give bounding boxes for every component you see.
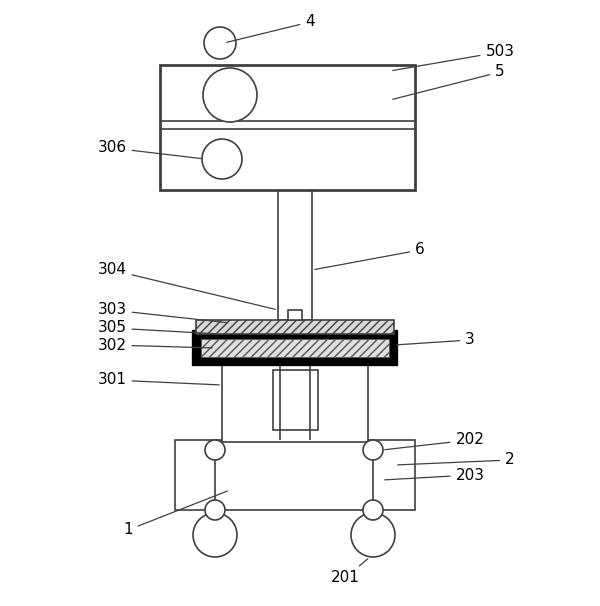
Text: 306: 306 — [97, 141, 202, 159]
Text: 4: 4 — [227, 15, 315, 42]
Circle shape — [351, 513, 395, 557]
Text: 1: 1 — [123, 491, 227, 538]
Circle shape — [363, 440, 383, 460]
Text: 304: 304 — [97, 262, 275, 309]
Text: 202: 202 — [385, 433, 484, 450]
Text: 302: 302 — [97, 338, 212, 353]
Text: 503: 503 — [393, 44, 515, 70]
Circle shape — [205, 440, 225, 460]
Bar — [175, 440, 415, 510]
Text: 2: 2 — [398, 453, 515, 467]
Bar — [196, 320, 394, 334]
Circle shape — [205, 500, 225, 520]
Bar — [222, 360, 368, 442]
Circle shape — [202, 139, 242, 179]
Text: 303: 303 — [97, 302, 227, 323]
Bar — [196, 334, 394, 362]
Text: 305: 305 — [97, 321, 217, 336]
Text: 301: 301 — [97, 373, 219, 387]
Bar — [201, 339, 389, 357]
Bar — [278, 190, 312, 320]
Bar — [288, 310, 302, 320]
Circle shape — [363, 500, 383, 520]
Text: 3: 3 — [397, 333, 475, 347]
Bar — [273, 370, 318, 430]
Bar — [160, 65, 415, 190]
Text: 203: 203 — [385, 467, 485, 482]
Text: 201: 201 — [331, 559, 368, 585]
Text: 5: 5 — [392, 64, 505, 99]
Circle shape — [203, 68, 257, 122]
Circle shape — [193, 513, 237, 557]
Text: 6: 6 — [315, 242, 425, 270]
Circle shape — [204, 27, 236, 59]
